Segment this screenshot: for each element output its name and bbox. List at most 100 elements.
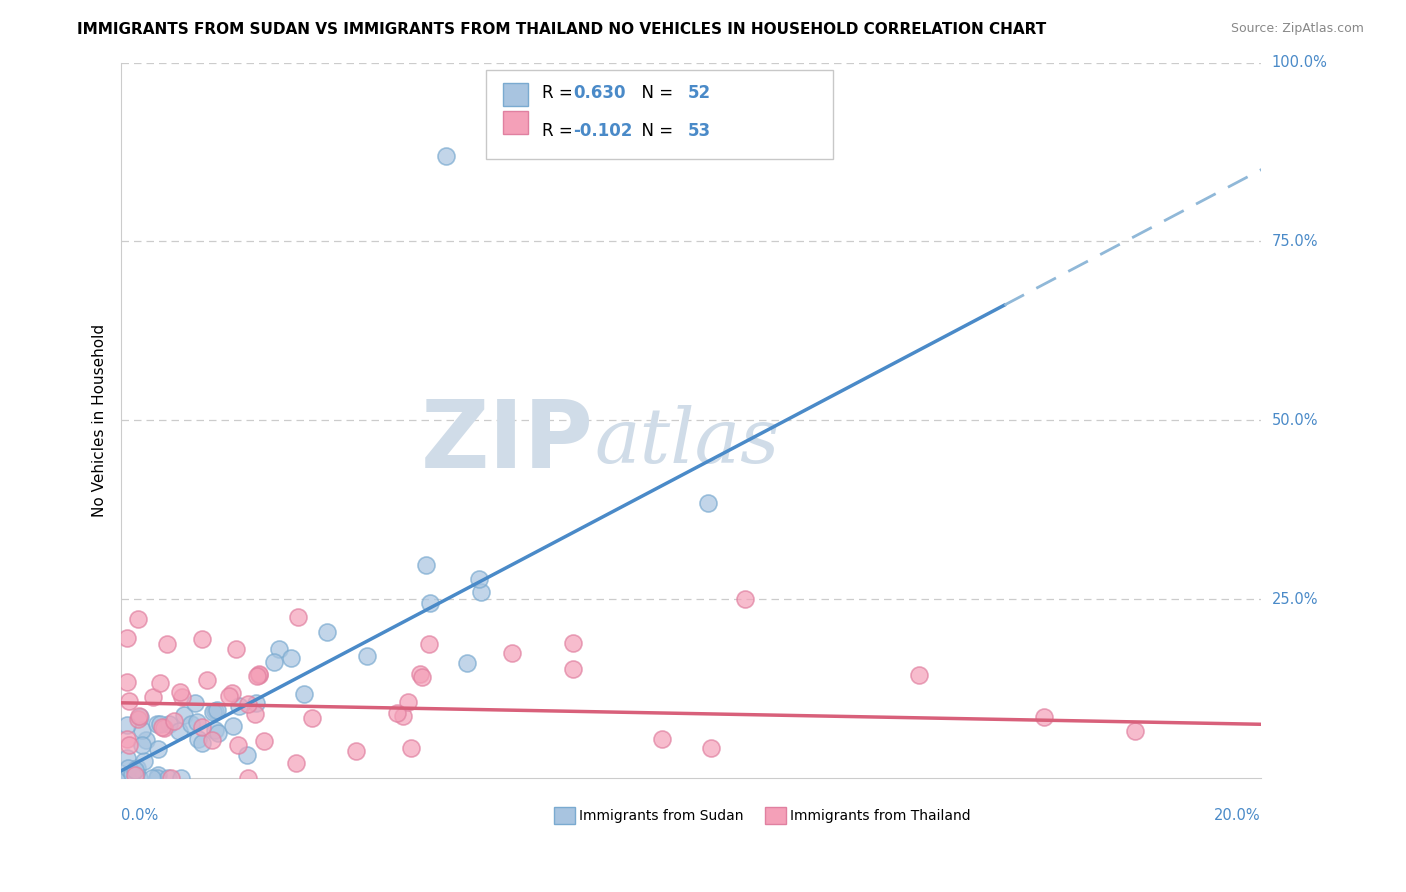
Point: [562, 662, 585, 676]
Point: [468, 572, 491, 586]
Point: [128, 709, 150, 723]
Point: [204, 704, 226, 718]
Point: [418, 637, 440, 651]
Point: [160, 771, 183, 785]
Point: [301, 710, 323, 724]
Text: 0.0%: 0.0%: [121, 808, 159, 823]
Point: [186, 732, 208, 747]
Point: [191, 720, 214, 734]
Bar: [765, 806, 786, 824]
Point: [221, 686, 243, 700]
Point: [149, 676, 172, 690]
Point: [1033, 710, 1056, 724]
Point: [267, 641, 290, 656]
Point: [117, 771, 139, 785]
Point: [207, 726, 229, 740]
Point: [287, 610, 309, 624]
Point: [228, 698, 250, 713]
Point: [356, 648, 378, 663]
Point: [202, 705, 225, 719]
Point: [115, 751, 138, 765]
Point: [173, 707, 195, 722]
Text: IMMIGRANTS FROM SUDAN VS IMMIGRANTS FROM THAILAND NO VEHICLES IN HOUSEHOLD CORRE: IMMIGRANTS FROM SUDAN VS IMMIGRANTS FROM…: [77, 22, 1046, 37]
Point: [651, 731, 673, 746]
Point: [148, 741, 170, 756]
Point: [117, 761, 139, 775]
Point: [245, 696, 267, 710]
Point: [243, 707, 266, 722]
Point: [246, 668, 269, 682]
Point: [316, 624, 339, 639]
Point: [238, 771, 260, 785]
Point: [221, 719, 243, 733]
Text: 0.630: 0.630: [574, 85, 626, 103]
Point: [191, 632, 214, 647]
Point: [247, 667, 270, 681]
Point: [399, 740, 422, 755]
Point: [415, 558, 437, 573]
Bar: [503, 83, 529, 105]
Point: [125, 761, 148, 775]
Point: [150, 720, 173, 734]
Point: [195, 673, 218, 687]
Point: [225, 642, 247, 657]
Point: [162, 714, 184, 728]
Point: [115, 718, 138, 732]
Point: [180, 716, 202, 731]
Text: 25.0%: 25.0%: [1272, 591, 1319, 607]
Point: [124, 763, 146, 777]
Point: [129, 709, 152, 723]
Text: 20.0%: 20.0%: [1215, 808, 1261, 823]
Point: [115, 731, 138, 746]
Point: [148, 717, 170, 731]
Point: [253, 733, 276, 747]
Point: [142, 690, 165, 705]
Point: [204, 723, 226, 737]
Point: [201, 733, 224, 747]
Point: [396, 695, 419, 709]
Point: [121, 766, 143, 780]
Text: atlas: atlas: [595, 405, 779, 479]
Point: [562, 636, 585, 650]
Point: [170, 690, 193, 704]
Point: [191, 736, 214, 750]
Point: [115, 674, 138, 689]
Text: 50.0%: 50.0%: [1272, 413, 1319, 428]
Point: [236, 747, 259, 762]
Point: [145, 771, 167, 785]
Point: [127, 612, 149, 626]
Point: [148, 768, 170, 782]
Text: Source: ZipAtlas.com: Source: ZipAtlas.com: [1230, 22, 1364, 36]
Text: ZIP: ZIP: [422, 396, 595, 488]
Point: [156, 637, 179, 651]
Point: [135, 733, 157, 747]
Point: [238, 697, 260, 711]
Point: [697, 495, 720, 509]
Point: [186, 714, 208, 729]
Text: -0.102: -0.102: [574, 121, 633, 139]
Point: [456, 657, 478, 671]
Point: [470, 585, 492, 599]
Point: [408, 666, 430, 681]
Point: [184, 696, 207, 710]
Point: [434, 148, 457, 162]
Point: [294, 687, 316, 701]
Point: [218, 689, 240, 703]
Point: [115, 631, 138, 645]
Point: [132, 754, 155, 768]
Point: [131, 738, 153, 752]
Point: [411, 670, 433, 684]
Point: [908, 667, 931, 681]
Text: R =: R =: [541, 121, 578, 139]
Text: Immigrants from Sudan: Immigrants from Sudan: [579, 809, 744, 822]
Point: [157, 717, 180, 731]
Point: [128, 771, 150, 785]
Point: [385, 706, 408, 721]
Text: 100.0%: 100.0%: [1272, 55, 1327, 70]
Point: [502, 647, 524, 661]
Text: 75.0%: 75.0%: [1272, 234, 1319, 249]
Point: [115, 771, 138, 785]
Text: Immigrants from Thailand: Immigrants from Thailand: [790, 809, 970, 822]
Point: [734, 591, 756, 606]
Point: [344, 744, 367, 758]
